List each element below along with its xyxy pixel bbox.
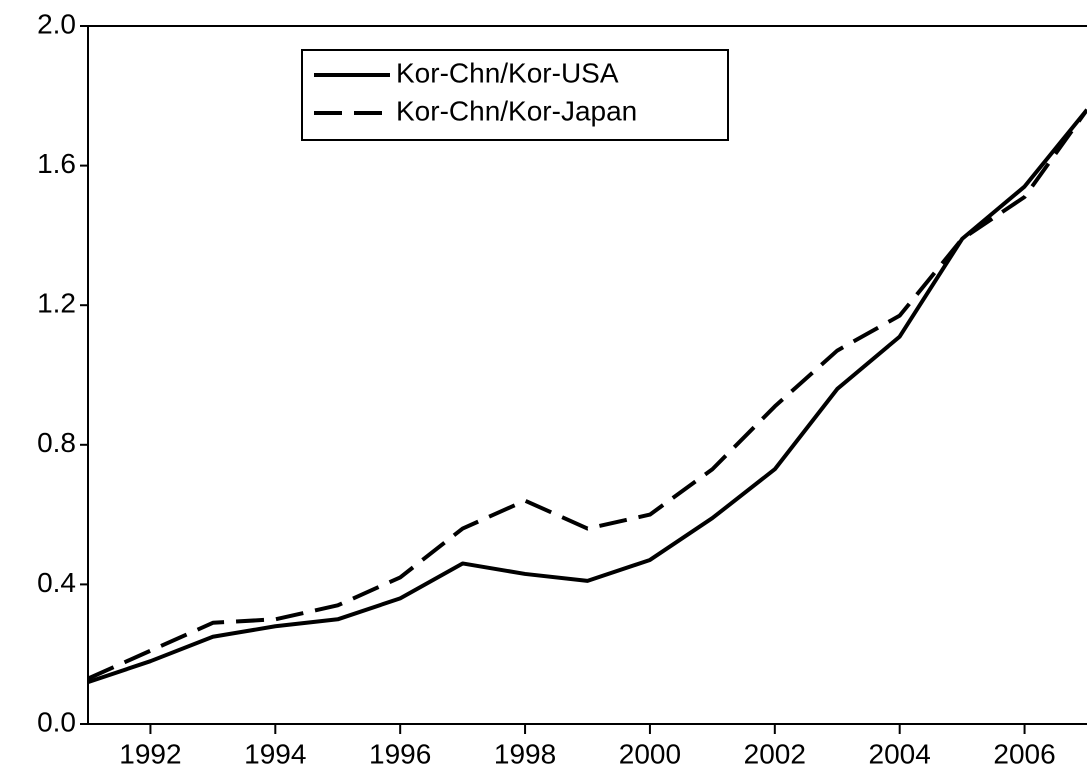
x-tick-label: 2004 <box>869 738 931 769</box>
x-tick-label: 2002 <box>744 738 806 769</box>
x-tick-label: 1992 <box>119 738 181 769</box>
legend-label: Kor-Chn/Kor-Japan <box>396 95 637 126</box>
x-tick-label: 2000 <box>619 738 681 769</box>
x-tick-label: 2006 <box>993 738 1055 769</box>
y-tick-label: 0.4 <box>37 567 76 598</box>
y-tick-label: 1.2 <box>37 288 76 319</box>
axes <box>87 25 1087 725</box>
y-tick-label: 0.0 <box>37 706 76 737</box>
series-line <box>87 108 1087 681</box>
y-tick-label: 1.6 <box>37 148 76 179</box>
series-line <box>87 108 1087 685</box>
x-tick-label: 1998 <box>494 738 556 769</box>
y-tick-label: 0.8 <box>37 427 76 458</box>
x-tick-label: 1996 <box>369 738 431 769</box>
x-tick-label: 1994 <box>244 738 306 769</box>
legend-label: Kor-Chn/Kor-USA <box>396 57 619 88</box>
legend-box <box>301 49 729 141</box>
y-tick-label: 2.0 <box>37 8 76 39</box>
legend: Kor-Chn/Kor-USA Kor-Chn/Kor-Japan <box>301 49 729 141</box>
